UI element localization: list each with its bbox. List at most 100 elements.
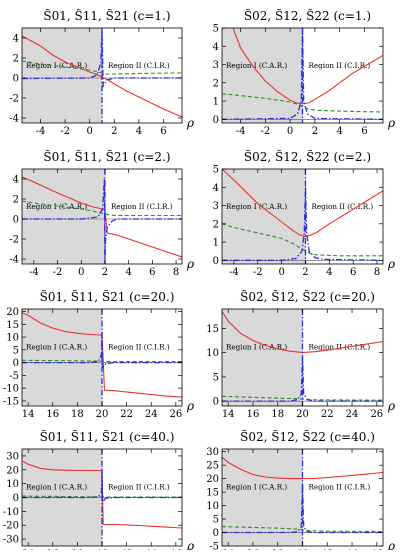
chart-title: S̃02, S̃12, S̃22 (c=40.) (240, 429, 375, 444)
series-dashed (222, 395, 383, 401)
x-tick-label: 6 (149, 267, 155, 278)
y-tick-label: 5 (213, 515, 219, 526)
x-tick-label: 22 (321, 409, 334, 420)
chart-title: S̃02, S̃12, S̃22 (c=20.) (240, 289, 375, 304)
x-tick-label: 2 (312, 126, 318, 137)
x-tick-label: -4 (236, 126, 246, 137)
series-dashed (222, 93, 383, 113)
y-tick-label: 0 (13, 493, 19, 504)
x-axis-label: ρ (387, 116, 395, 130)
series-solid (222, 169, 383, 238)
y-tick-label: 0 (213, 115, 219, 126)
series-dashed (22, 359, 182, 363)
region-i-label: Region I (C.A.R.) (26, 61, 87, 70)
x-axis-label: ρ (387, 257, 395, 271)
chart-title: S̃02, S̃12, S̃22 (c=1.) (244, 8, 371, 23)
region-i-shading (222, 309, 303, 406)
x-tick-label: 0 (278, 267, 284, 278)
x-tick-label: -2 (260, 126, 270, 137)
x-tick-label: 6 (160, 126, 166, 137)
x-tick-label: 22 (120, 409, 133, 420)
y-tick-label: 10 (6, 479, 19, 490)
y-tick-label: 0 (13, 74, 19, 85)
y-tick-label: -30 (3, 535, 19, 546)
chart-panel-3: Region I (C.A.R.) Region II (C.I.R.)-4 -2 0… (9, 149, 194, 278)
y-tick-label: 15 (206, 488, 219, 499)
y-tick-label: 10 (206, 501, 219, 512)
x-tick-label: 6 (361, 126, 367, 137)
x-tick-label: 8 (173, 267, 179, 278)
x-axis-label: ρ (186, 399, 194, 413)
y-tick-label: 10 (6, 333, 19, 344)
region-ii-label: Region II (C.I.R.) (309, 483, 371, 492)
series-solid (222, 456, 383, 480)
x-tick-label: 0 (78, 267, 84, 278)
chart-panel-5: Region I (C.A.R.) Region II (C.I.R.) 14 16 1… (3, 289, 194, 420)
x-tick-label: 0 (87, 126, 93, 137)
x-tick-label: 2 (302, 267, 308, 278)
y-tick-label: 2 (213, 78, 219, 89)
series-solid (222, 311, 383, 354)
region-i-label: Region I (C.A.R.) (226, 61, 287, 70)
chart-panel-8: Region I (C.A.R.)Region II (C.I.R.)34363… (206, 429, 395, 554)
region-i-shading (22, 28, 102, 123)
chart-panel-2: Region I (C.A.R.) Region II (C.I.R.) -4 -2 0… (213, 8, 395, 137)
x-tick-label: 18 (271, 409, 284, 420)
x-tick-label: -4 (29, 267, 39, 278)
x-tick-label: 4 (125, 267, 131, 278)
y-tick-label: 15 (206, 324, 219, 335)
x-tick-label: 24 (145, 409, 158, 420)
y-tick-label: 0 (213, 256, 219, 267)
y-tick-label: -10 (3, 507, 19, 518)
x-tick-label: -4 (229, 267, 239, 278)
region-ii-label: Region II (C.I.R.) (309, 61, 371, 70)
y-tick-label: 3 (213, 60, 219, 71)
x-tick-label: 2 (111, 126, 117, 137)
x-tick-label: 26 (169, 409, 182, 420)
x-tick-label: -4 (36, 126, 46, 137)
y-tick-label: 1 (213, 97, 219, 108)
plot-frame (221, 27, 384, 124)
x-tick-label: 26 (370, 409, 383, 420)
y-tick-label: -20 (3, 521, 19, 532)
chart-title: S̃01, S̃11, S̃21 (c=2.) (43, 149, 170, 164)
plot-frame (221, 168, 384, 265)
y-tick-label: 0 (213, 528, 219, 539)
region-i-shading (22, 309, 102, 406)
series-solid (22, 312, 182, 398)
chart-title: S̃02, S̃12, S̃22 (c=2.) (244, 149, 371, 164)
series-dashed (222, 223, 383, 257)
y-tick-label: 2 (213, 219, 219, 230)
series-dashed (222, 526, 383, 533)
region-i-label: Region I (C.A.R.) (26, 483, 87, 492)
region-ii-label: Region II (C.I.R.) (111, 202, 173, 211)
y-tick-label: -5 (209, 542, 219, 551)
x-tick-label: 24 (346, 409, 359, 420)
series-solid (22, 176, 182, 258)
y-tick-label: -2 (9, 235, 19, 246)
region-i-shading (222, 28, 303, 123)
y-tick-label: 1 (213, 238, 219, 249)
y-tick-label: 30 (6, 451, 19, 462)
y-tick-label: 15 (6, 320, 19, 331)
series-dashdot (222, 483, 383, 534)
x-tick-label: 4 (336, 126, 342, 137)
y-tick-label: 5 (213, 372, 219, 383)
y-tick-label: -4 (9, 114, 19, 125)
x-tick-label: 14 (222, 409, 235, 420)
region-i-label: Region I (C.A.R.) (226, 202, 287, 211)
y-tick-label: 5 (213, 24, 219, 35)
y-tick-label: -10 (3, 384, 19, 395)
y-tick-label: -5 (9, 371, 19, 382)
chart-panel-1: Region I (C.A.R.) Region II (C.I.R.) -4 -2 0… (9, 8, 194, 137)
y-tick-label: -2 (9, 94, 19, 105)
region-i-label: Region I (C.A.R.) (226, 483, 287, 492)
y-tick-label: 4 (213, 42, 219, 53)
y-tick-label: 30 (206, 447, 219, 458)
region-ii-label: Region II (C.I.R.) (108, 483, 170, 492)
x-tick-label: 20 (296, 409, 309, 420)
chart-title: S̃01, S̃11, S̃21 (c=40.) (40, 429, 175, 444)
x-tick-label: -2 (60, 126, 70, 137)
y-tick-label: 4 (213, 183, 219, 194)
